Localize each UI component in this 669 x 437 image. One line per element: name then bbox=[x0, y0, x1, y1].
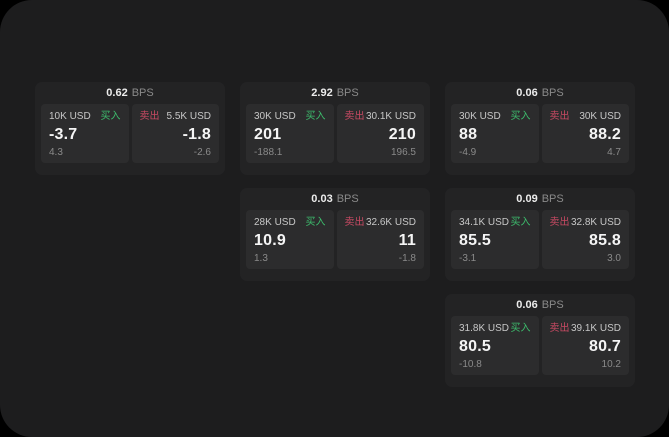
quote-card[interactable]: 0.06 BPS 31.8K USD 买入 80.5 -10.8 卖出 39.1… bbox=[445, 294, 635, 387]
sell-label[interactable]: 卖出 bbox=[344, 217, 365, 228]
buy-panel[interactable]: 34.1K USD 买入 85.5 -3.1 bbox=[451, 210, 539, 269]
buy-panel[interactable]: 30K USD 买入 88 -4.9 bbox=[451, 104, 539, 163]
buy-label[interactable]: 买入 bbox=[100, 111, 121, 122]
buy-amount: 34.1K USD bbox=[459, 217, 510, 228]
bps-header: 0.09 BPS bbox=[445, 188, 635, 210]
sell-panel[interactable]: 卖出 39.1K USD 80.7 10.2 bbox=[541, 316, 629, 375]
sell-amount: 30.1K USD bbox=[365, 111, 416, 122]
buy-price: 10.9 bbox=[254, 232, 286, 249]
sell-amount: 32.8K USD bbox=[570, 217, 621, 228]
bps-value: 2.92 bbox=[311, 87, 333, 99]
buy-delta: -10.8 bbox=[459, 359, 482, 370]
buy-panel[interactable]: 28K USD 买入 10.9 1.3 bbox=[246, 210, 334, 269]
sell-price: 210 bbox=[388, 126, 416, 143]
buy-label[interactable]: 买入 bbox=[510, 323, 531, 334]
buy-amount: 30K USD bbox=[254, 111, 296, 122]
bps-value: 0.06 bbox=[516, 87, 538, 99]
buy-amount: 28K USD bbox=[254, 217, 296, 228]
sell-amount: 39.1K USD bbox=[570, 323, 621, 334]
sell-panel[interactable]: 卖出 30.1K USD 210 196.5 bbox=[336, 104, 424, 163]
quote-card[interactable]: 0.06 BPS 30K USD 买入 88 -4.9 卖出 30K USD bbox=[445, 82, 635, 175]
sell-panel[interactable]: 卖出 32.8K USD 85.8 3.0 bbox=[541, 210, 629, 269]
sell-panel[interactable]: 卖出 32.6K USD 11 -1.8 bbox=[336, 210, 424, 269]
sell-delta: 3.0 bbox=[607, 253, 621, 264]
buy-amount: 31.8K USD bbox=[459, 323, 510, 334]
sell-delta: -2.6 bbox=[193, 147, 211, 158]
buy-price: 85.5 bbox=[459, 232, 491, 249]
quote-card[interactable]: 0.62 BPS 10K USD 买入 -3.7 4.3 卖出 5.5K USD bbox=[35, 82, 225, 175]
bps-value: 0.06 bbox=[516, 299, 538, 311]
sell-label[interactable]: 卖出 bbox=[549, 323, 570, 334]
quote-card[interactable]: 0.09 BPS 34.1K USD 买入 85.5 -3.1 卖出 32.8K… bbox=[445, 188, 635, 281]
bps-unit-label: BPS bbox=[541, 193, 564, 205]
bps-header: 2.92 BPS bbox=[240, 82, 430, 104]
sell-amount: 30K USD bbox=[579, 111, 621, 122]
quote-panels: 34.1K USD 买入 85.5 -3.1 卖出 32.8K USD 85.8… bbox=[445, 210, 635, 275]
bps-unit-label: BPS bbox=[541, 87, 564, 99]
buy-panel[interactable]: 10K USD 买入 -3.7 4.3 bbox=[41, 104, 129, 163]
buy-delta: -188.1 bbox=[254, 147, 283, 158]
bps-header: 0.06 BPS bbox=[445, 294, 635, 316]
sell-price: 88.2 bbox=[589, 126, 621, 143]
buy-amount: 10K USD bbox=[49, 111, 91, 122]
bps-unit-label: BPS bbox=[336, 193, 359, 205]
sell-delta: 10.2 bbox=[601, 359, 621, 370]
bps-unit-label: BPS bbox=[541, 299, 564, 311]
buy-delta: 4.3 bbox=[49, 147, 63, 158]
buy-label[interactable]: 买入 bbox=[510, 111, 531, 122]
sell-price: 85.8 bbox=[589, 232, 621, 249]
buy-delta: 1.3 bbox=[254, 253, 268, 264]
sell-label[interactable]: 卖出 bbox=[549, 217, 570, 228]
sell-price: -1.8 bbox=[182, 126, 211, 143]
sell-panel[interactable]: 卖出 5.5K USD -1.8 -2.6 bbox=[131, 104, 219, 163]
sell-amount: 32.6K USD bbox=[365, 217, 416, 228]
quote-card[interactable]: 2.92 BPS 30K USD 买入 201 -188.1 卖出 30.1K … bbox=[240, 82, 430, 175]
bps-header: 0.62 BPS bbox=[35, 82, 225, 104]
sell-label[interactable]: 卖出 bbox=[344, 111, 365, 122]
buy-panel[interactable]: 31.8K USD 买入 80.5 -10.8 bbox=[451, 316, 539, 375]
bps-value: 0.03 bbox=[311, 193, 333, 205]
quote-panels: 31.8K USD 买入 80.5 -10.8 卖出 39.1K USD 80.… bbox=[445, 316, 635, 381]
quote-panels: 28K USD 买入 10.9 1.3 卖出 32.6K USD 11 -1.8 bbox=[240, 210, 430, 275]
sell-label[interactable]: 卖出 bbox=[549, 111, 570, 122]
buy-amount: 30K USD bbox=[459, 111, 501, 122]
buy-price: -3.7 bbox=[49, 126, 78, 143]
quote-card[interactable]: 0.03 BPS 28K USD 买入 10.9 1.3 卖出 32.6K US… bbox=[240, 188, 430, 281]
bps-unit-label: BPS bbox=[336, 87, 359, 99]
sell-price: 80.7 bbox=[589, 338, 621, 355]
sell-panel[interactable]: 卖出 30K USD 88.2 4.7 bbox=[541, 104, 629, 163]
buy-label[interactable]: 买入 bbox=[305, 111, 326, 122]
buy-price: 201 bbox=[254, 126, 282, 143]
bps-value: 0.09 bbox=[516, 193, 538, 205]
buy-delta: -4.9 bbox=[459, 147, 477, 158]
sell-price: 11 bbox=[398, 232, 416, 249]
buy-label[interactable]: 买入 bbox=[510, 217, 531, 228]
bps-unit-label: BPS bbox=[131, 87, 154, 99]
buy-price: 88 bbox=[459, 126, 478, 143]
sell-label[interactable]: 卖出 bbox=[139, 111, 160, 122]
buy-price: 80.5 bbox=[459, 338, 491, 355]
buy-panel[interactable]: 30K USD 买入 201 -188.1 bbox=[246, 104, 334, 163]
bps-header: 0.06 BPS bbox=[445, 82, 635, 104]
quote-panels: 30K USD 买入 88 -4.9 卖出 30K USD 88.2 4.7 bbox=[445, 104, 635, 169]
sell-delta: -1.8 bbox=[398, 253, 416, 264]
buy-label[interactable]: 买入 bbox=[305, 217, 326, 228]
quote-panels: 30K USD 买入 201 -188.1 卖出 30.1K USD 210 1… bbox=[240, 104, 430, 169]
bps-header: 0.03 BPS bbox=[240, 188, 430, 210]
sell-amount: 5.5K USD bbox=[166, 111, 211, 122]
bps-value: 0.62 bbox=[106, 87, 128, 99]
sell-delta: 196.5 bbox=[390, 147, 416, 158]
buy-delta: -3.1 bbox=[459, 253, 477, 264]
quote-panels: 10K USD 买入 -3.7 4.3 卖出 5.5K USD -1.8 -2.… bbox=[35, 104, 225, 169]
sell-delta: 4.7 bbox=[607, 147, 621, 158]
